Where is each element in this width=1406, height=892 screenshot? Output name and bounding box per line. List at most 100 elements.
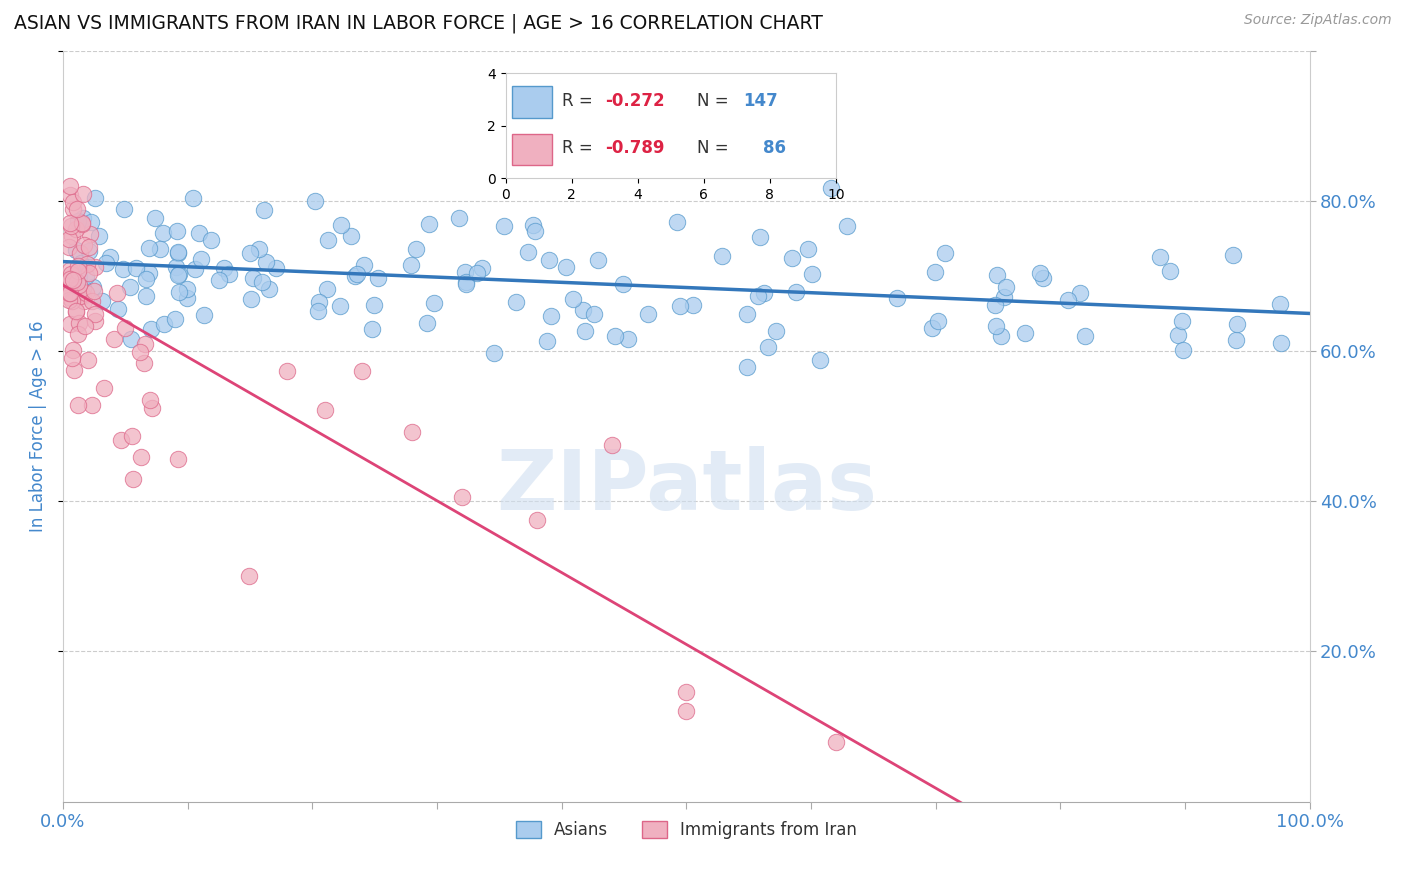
Point (122, 471, 145, 485)
Point (747, 289, 769, 303)
Point (118, 279, 141, 293)
Point (72, 187, 94, 202)
Point (307, 304, 329, 318)
Point (582, 307, 605, 321)
Point (934, 245, 956, 260)
Point (73, 318, 96, 333)
Point (59, 187, 82, 202)
Point (91, 293, 114, 308)
Point (167, 267, 190, 281)
Point (84, 260, 107, 274)
Point (484, 345, 506, 359)
Point (465, 266, 488, 280)
Point (675, 685, 697, 699)
Point (62, 273, 84, 287)
Point (135, 272, 157, 286)
Point (166, 245, 188, 260)
Point (561, 293, 583, 307)
Point (454, 277, 477, 291)
Point (167, 268, 190, 282)
Point (555, 260, 578, 274)
Point (1225, 333, 1247, 347)
Point (80, 293, 103, 308)
Point (418, 217, 440, 231)
Point (797, 243, 820, 257)
Point (264, 260, 287, 275)
Point (710, 249, 733, 263)
Point (494, 219, 516, 233)
Point (1074, 329, 1097, 343)
Point (1149, 250, 1171, 264)
Point (735, 359, 758, 374)
Point (250, 276, 273, 290)
Point (176, 282, 198, 296)
Point (344, 268, 367, 283)
Point (167, 246, 190, 260)
Legend: Asians, Immigrants from Iran: Asians, Immigrants from Iran (509, 814, 863, 846)
Point (112, 261, 135, 276)
Point (62, 202, 84, 216)
Point (456, 275, 478, 289)
Point (62, 195, 84, 210)
Point (60, 229, 83, 244)
Point (107, 301, 129, 316)
Point (69, 246, 91, 260)
Point (756, 341, 779, 355)
Point (65, 305, 87, 319)
Point (63, 363, 86, 377)
Point (316, 233, 339, 247)
Point (242, 270, 264, 285)
Point (308, 295, 330, 310)
Point (138, 393, 160, 408)
Point (121, 429, 143, 443)
Point (59, 263, 82, 277)
Point (132, 356, 155, 370)
Point (603, 329, 626, 343)
Point (449, 211, 471, 225)
Point (1057, 293, 1080, 307)
Point (239, 292, 262, 306)
Point (167, 285, 190, 300)
Point (129, 450, 152, 465)
Point (75, 285, 97, 300)
Point (524, 224, 547, 238)
Point (60, 351, 83, 365)
Point (675, 705, 697, 719)
Point (66, 214, 89, 228)
Point (77, 244, 100, 258)
Point (207, 273, 229, 287)
Point (526, 513, 548, 527)
Point (167, 451, 190, 466)
Point (808, 353, 831, 368)
Point (340, 229, 363, 244)
Point (927, 314, 949, 328)
Point (176, 291, 198, 305)
Point (153, 318, 176, 332)
Point (363, 298, 385, 312)
Point (67, 398, 90, 412)
Point (58, 290, 80, 304)
Point (72, 211, 94, 226)
Point (572, 302, 595, 317)
Point (405, 242, 427, 256)
Point (125, 260, 148, 275)
Point (58, 293, 80, 308)
Point (921, 320, 943, 334)
Point (138, 241, 160, 255)
Point (134, 336, 156, 351)
Point (983, 298, 1005, 312)
Point (800, 267, 823, 281)
Point (73, 238, 96, 252)
Point (1167, 328, 1189, 343)
Point (218, 267, 240, 281)
Point (924, 265, 946, 279)
Point (94, 256, 117, 270)
Point (67, 317, 90, 331)
Point (73, 294, 96, 309)
Point (58, 240, 80, 254)
Point (70, 256, 93, 270)
Point (329, 299, 352, 313)
Point (66, 275, 89, 289)
Point (668, 300, 690, 314)
Point (1069, 286, 1091, 301)
